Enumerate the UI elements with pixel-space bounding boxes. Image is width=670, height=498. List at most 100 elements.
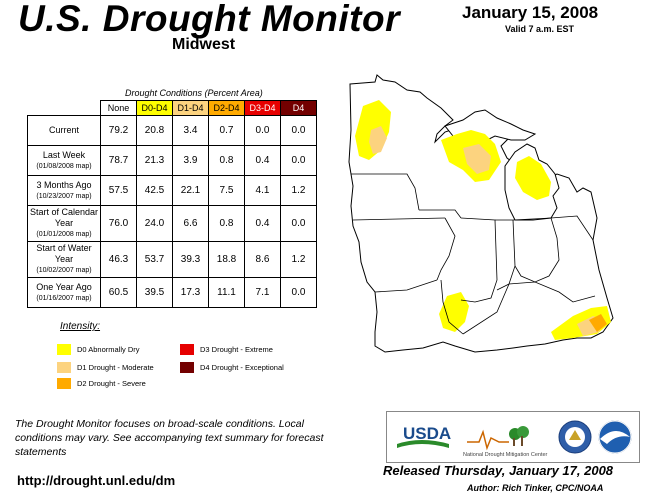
author-credit: Author: Rich Tinker, CPC/NOAA [467,483,604,493]
legend-swatch [57,362,71,373]
state-boundaries [351,173,596,335]
legend-item: D0 Abnormally Dry [57,344,140,355]
table-row: Current 79.2 20.8 3.4 0.7 0.0 0.0 [27,115,317,146]
row-label: Current [27,115,101,146]
logo-strip: USDA National Drought Mitigation Center [386,411,640,463]
column-header: D4 [280,100,317,116]
disclaimer-note: The Drought Monitor focuses on broad-sca… [15,418,324,458]
midwest-drought-map [348,74,614,353]
legend-swatch [57,344,71,355]
table-cell: 0.0 [280,277,317,308]
column-header: D2-D4 [208,100,245,116]
table-cell: 0.4 [244,145,281,176]
row-label-text: Start of Calendar Year [29,207,99,228]
website-link[interactable]: http://drought.unl.edu/dm [17,473,176,488]
d1-area-minnesota [369,126,387,154]
legend-item: D4 Drought - Exceptional [180,362,284,373]
row-label: Last Week (01/08/2008 map) [27,145,101,176]
region-outline [348,74,614,353]
table-cell: 0.8 [208,145,245,176]
table-row: 3 Months Ago (10/23/2007 map) 57.5 42.5 22.1… [27,175,317,206]
table-cell: 78.7 [100,145,137,176]
table-row: Start of Water Year (10/02/2007 map) 46.3 5… [27,241,317,278]
d0-area-lower-michigan [515,156,551,200]
table-cell: 11.1 [208,277,245,308]
row-label-date: (10/23/2007 map) [36,192,92,200]
table-header-row: None D0-D4 D1-D4 D2-D4 D3-D4 D4 [28,100,317,116]
row-label: Start of Water Year (10/02/2007 map) [27,241,101,278]
table-cell: 18.8 [208,241,245,278]
legend-swatch [57,378,71,389]
table-cell: 17.3 [172,277,209,308]
row-label-text: 3 Months Ago [36,179,92,190]
table-cell: 46.3 [100,241,137,278]
table-cell: 0.4 [244,205,281,242]
d0-area-missouri-illinois [439,292,469,332]
table-cell: 22.1 [172,175,209,206]
row-label-date: (10/02/2007 map) [36,267,92,274]
table-cell: 0.0 [280,205,317,242]
table-cell: 3.9 [172,145,209,176]
legend-item: D1 Drought - Moderate [57,362,154,373]
drought-conditions-table: None D0-D4 D1-D4 D2-D4 D3-D4 D4 Current 7… [27,100,317,308]
table-cell: 76.0 [100,205,137,242]
table-cell: 39.3 [172,241,209,278]
row-label-date: (01/08/2008 map) [36,162,92,170]
row-label-text: Last Week [42,149,86,160]
legend-heading: Intensity: [60,321,101,332]
noaa-logo-icon [598,420,632,454]
table-cell: 57.5 [100,175,137,206]
legend-label: D0 Abnormally Dry [77,345,140,354]
usda-logo-text: USDA [403,424,451,443]
row-label-date: (01/16/2007 map) [36,294,92,302]
table-corner [28,101,101,116]
row-label-text: Current [48,125,79,135]
legend-item: D2 Drought - Severe [57,378,146,389]
legend-item: D3 Drought - Extreme [180,344,273,355]
table-cell: 53.7 [136,241,173,278]
valid-time: Valid 7 a.m. EST [505,24,575,34]
page-title: U.S. Drought Monitor [18,0,400,39]
table-row: One Year Ago (01/16/2007 map) 60.5 39.5 17.3… [27,277,317,308]
table-cell: 0.0 [244,115,281,146]
region-label: Midwest [172,36,236,53]
row-label-text: Start of Water Year [36,243,92,264]
legend-label: D1 Drought - Moderate [77,363,154,372]
table-cell: 0.7 [208,115,245,146]
table-cell: 24.0 [136,205,173,242]
table-cell: 60.5 [100,277,137,308]
table-cell: 1.2 [280,241,317,278]
table-row: Last Week (01/08/2008 map) 78.7 21.3 3.9 0.8 0… [27,145,317,176]
column-header: D0-D4 [136,100,173,116]
d1-area-wisconsin [463,144,491,174]
table-cell: 7.1 [244,277,281,308]
ndmc-logo-text: National Drought Mitigation Center [463,452,548,458]
table-cell: 0.0 [280,145,317,176]
row-label-text: One Year Ago [36,281,92,292]
column-header: D3-D4 [244,100,281,116]
legend-swatch [180,362,194,373]
legend-label: D2 Drought - Severe [77,379,146,388]
column-header: None [100,100,137,116]
table-cell: 3.4 [172,115,209,146]
table-caption: Drought Conditions (Percent Area) [125,88,263,98]
commerce-seal-icon [558,420,592,454]
table-cell: 0.0 [280,115,317,146]
table-cell: 21.3 [136,145,173,176]
table-cell: 0.8 [208,205,245,242]
legend-label: D4 Drought - Exceptional [200,363,284,372]
table-cell: 1.2 [280,175,317,206]
row-label: 3 Months Ago (10/23/2007 map) [27,175,101,206]
table-row: Start of Calendar Year (01/01/2008 map) 76… [27,205,317,242]
legend-swatch [180,344,194,355]
table-cell: 8.6 [244,241,281,278]
release-date: Released Thursday, January 17, 2008 [383,463,614,478]
table-cell: 4.1 [244,175,281,206]
map-date: January 15, 2008 [462,3,599,22]
usda-logo: USDA [397,424,451,448]
row-label: One Year Ago (01/16/2007 map) [27,277,101,308]
table-cell: 42.5 [136,175,173,206]
table-cell: 39.5 [136,277,173,308]
d2-area-kentucky [589,314,607,332]
row-label: Start of Calendar Year (01/01/2008 map) [27,205,101,242]
